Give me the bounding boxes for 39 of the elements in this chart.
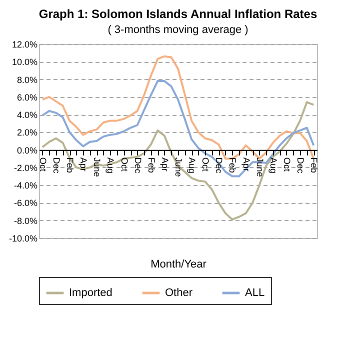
y-tick-label: 6.0% — [16, 92, 38, 102]
legend-label: Imported — [69, 287, 112, 299]
x-tick-label: Oct — [282, 157, 292, 172]
y-tick-label: -2.0% — [14, 162, 38, 173]
chart-subtitle: ( 3-months moving average ) — [108, 24, 248, 36]
y-tick-label: 12.0% — [12, 40, 38, 50]
x-tick-label: Oct — [38, 157, 48, 172]
x-tick-label: Feb — [309, 157, 320, 173]
x-tick-label: Aug — [187, 157, 198, 174]
x-tick-label: Dec — [214, 157, 224, 174]
x-tick-label: Aug — [106, 157, 116, 174]
y-tick-label: 0.0% — [16, 145, 38, 156]
x-tick-label: Feb — [146, 157, 156, 173]
x-tick-label: Dec — [51, 157, 62, 174]
chart-title: Graph 1: Solomon Islands Annual Inflation Rates — [38, 7, 318, 21]
y-tick-label: -6.0% — [14, 198, 38, 208]
x-axis-title: Month/Year — [150, 258, 207, 270]
y-tick-label: -8.0% — [14, 216, 38, 226]
x-tick-label: Apr — [160, 157, 170, 172]
y-tick-label: 4.0% — [16, 110, 38, 120]
y-tick-label: 10.0% — [12, 57, 38, 68]
x-tick-label: June — [92, 157, 102, 177]
x-tick-label: Oct — [200, 157, 211, 172]
x-tick-label: Feb — [65, 157, 76, 173]
x-tick-label: June — [254, 157, 265, 177]
x-tick-label: June — [174, 157, 184, 177]
y-tick-label: 8.0% — [16, 74, 38, 85]
x-tick-label: Dec — [296, 157, 306, 174]
legend-label: Other — [165, 287, 193, 299]
y-tick-label: -10.0% — [8, 234, 38, 244]
x-tick-label: Apr — [241, 157, 252, 172]
y-tick-label: 2.0% — [16, 128, 38, 138]
x-tick-label: Feb — [228, 157, 238, 173]
x-tick-label: Aug — [268, 157, 278, 174]
x-tick-label: Oct — [119, 157, 130, 172]
y-tick-label: -4.0% — [14, 180, 38, 191]
x-tick-label: Dec — [132, 157, 143, 174]
x-tick-label: Apr — [78, 157, 89, 172]
legend-label: ALL — [245, 287, 265, 299]
